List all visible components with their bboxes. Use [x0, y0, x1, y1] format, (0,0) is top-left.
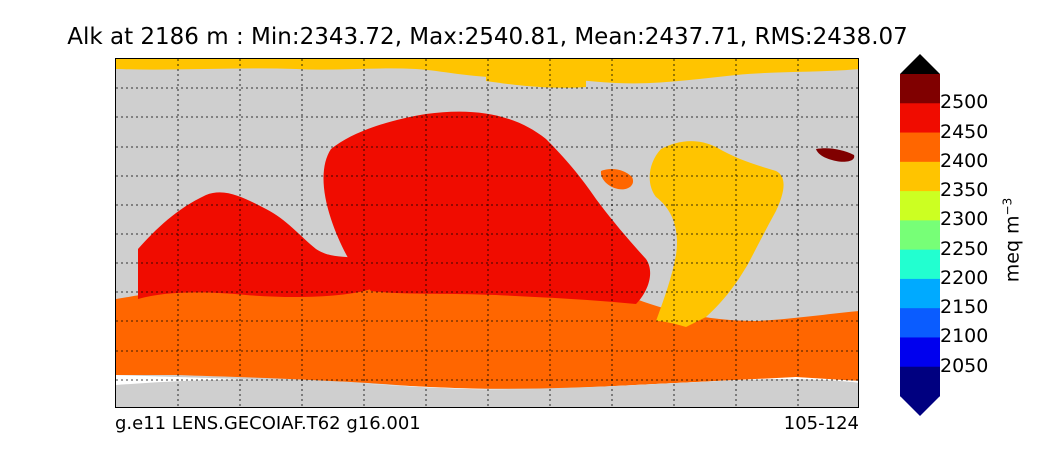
colorbar-swatch [900, 308, 940, 338]
colorbar-swatch [900, 74, 940, 104]
colorbar-tick-label: 2150 [940, 296, 989, 319]
world-map [116, 59, 858, 407]
colorbar-tick-label: 2400 [940, 149, 989, 172]
year-range: 105-124 [783, 413, 859, 434]
colorbar-tick-label: 2050 [940, 354, 989, 377]
units-label: meq m [1001, 215, 1024, 283]
graticule [116, 59, 858, 407]
colorbar-swatch [900, 132, 940, 163]
pacific-ocean [323, 111, 651, 304]
colorbar-tick-label: 2450 [940, 120, 989, 143]
indian-ocean [138, 192, 371, 299]
units-exponent: −3 [1000, 197, 1015, 216]
colorbar-units: meq m−3 [1000, 198, 1023, 283]
caribbean-sea [600, 169, 634, 190]
plot-title: Alk at 2186 m : Min:2343.72, Max:2540.81… [67, 24, 908, 50]
colorbar-tick-label: 2500 [940, 91, 989, 114]
colorbar-swatch [900, 278, 940, 309]
colorbar-swatch [900, 161, 940, 192]
colorbar-swatch [900, 103, 940, 134]
colorbar [900, 54, 940, 416]
colorbar-tick-label: 2250 [940, 237, 989, 260]
colorbar-under-triangle [900, 396, 940, 416]
map-panel [115, 58, 859, 408]
colorbar-swatch [900, 249, 940, 280]
arctic-ocean-north-atlantic [486, 59, 586, 88]
colorbar-swatch [900, 191, 940, 221]
case-name: g.e11 LENS.GECOIAF.T62 g16.001 [115, 413, 421, 434]
colorbar-tick-label: 2350 [940, 179, 989, 202]
mediterranean-sea [816, 148, 855, 162]
antarctica [116, 379, 858, 407]
southern-ocean [116, 267, 858, 389]
colorbar-tick-label: 2100 [940, 325, 989, 348]
colorbar-swatch [900, 220, 940, 251]
colorbar-swatch [900, 366, 940, 397]
colorbar-tick-label: 2300 [940, 208, 989, 231]
colorbar-tick-label: 2200 [940, 266, 989, 289]
colorbar-swatch [900, 337, 940, 368]
colorbar-over-triangle [900, 54, 940, 74]
